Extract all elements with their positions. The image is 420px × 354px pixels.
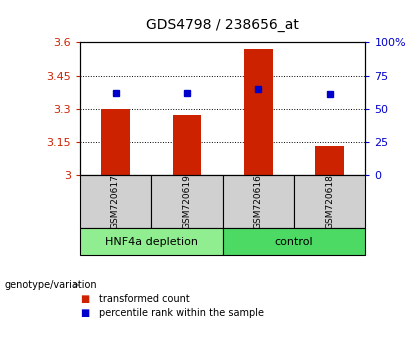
Text: percentile rank within the sample: percentile rank within the sample — [99, 308, 264, 318]
Bar — [223, 175, 294, 228]
Text: genotype/variation: genotype/variation — [4, 280, 97, 290]
Bar — [173, 115, 201, 175]
Text: GDS4798 / 238656_at: GDS4798 / 238656_at — [146, 18, 299, 32]
Bar — [244, 49, 273, 175]
Text: ■: ■ — [80, 308, 89, 318]
Bar — [315, 147, 344, 175]
Text: GSM720618: GSM720618 — [325, 174, 334, 229]
Text: transformed count: transformed count — [99, 294, 189, 304]
Bar — [101, 109, 130, 175]
Bar — [151, 175, 223, 228]
Bar — [80, 228, 223, 255]
Text: ■: ■ — [80, 294, 89, 304]
Text: HNF4a depletion: HNF4a depletion — [105, 236, 198, 247]
Text: GSM720616: GSM720616 — [254, 174, 263, 229]
Text: control: control — [275, 236, 313, 247]
Text: GSM720617: GSM720617 — [111, 174, 120, 229]
Bar — [80, 175, 151, 228]
Bar — [294, 175, 365, 228]
Text: GSM720619: GSM720619 — [182, 174, 192, 229]
Bar — [223, 228, 365, 255]
